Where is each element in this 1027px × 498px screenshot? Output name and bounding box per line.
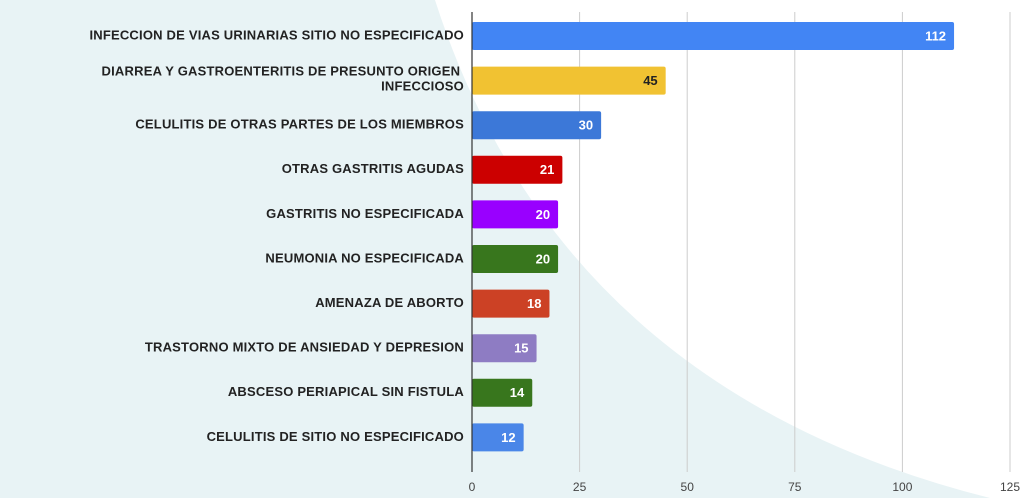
value-label: 30 — [579, 118, 593, 133]
bar — [472, 155, 563, 184]
category-label: OTRAS GASTRITIS AGUDAS — [282, 161, 464, 176]
bar — [472, 111, 602, 140]
bar — [472, 289, 550, 318]
category-label: CELULITIS DE OTRAS PARTES DE LOS MIEMBRO… — [135, 117, 464, 132]
value-label: 18 — [527, 296, 541, 311]
bar — [472, 66, 666, 95]
category-label: AMENAZA DE ABORTO — [315, 295, 464, 310]
category-label: GASTRITIS NO ESPECIFICADA — [266, 206, 464, 221]
category-label: INFECCION DE VIAS URINARIAS SITIO NO ESP… — [89, 27, 464, 42]
value-label: 21 — [540, 162, 554, 177]
x-tick-label: 0 — [469, 480, 476, 494]
category-label: NEUMONIA NO ESPECIFICADA — [265, 250, 464, 265]
category-label: DIARREA Y GASTROENTERITIS DE PRESUNTO OR… — [102, 64, 464, 94]
value-label: 112 — [925, 28, 946, 43]
value-label: 20 — [536, 251, 550, 266]
bar — [472, 378, 533, 407]
category-label: CELULITIS DE SITIO NO ESPECIFICADO — [207, 429, 464, 444]
value-label: 20 — [536, 207, 550, 222]
x-tick-label: 125 — [1000, 480, 1020, 494]
value-label: 45 — [643, 73, 657, 88]
value-label: 12 — [501, 430, 515, 445]
x-tick-label: 25 — [573, 480, 587, 494]
x-tick-label: 75 — [788, 480, 802, 494]
bar — [472, 423, 524, 452]
category-label: ABSCESO PERIAPICAL SIN FISTULA — [228, 384, 465, 399]
x-tick-label: 50 — [681, 480, 695, 494]
category-label-line: INFECCIOSO — [381, 79, 464, 94]
value-label: 14 — [510, 385, 525, 400]
x-tick-label: 100 — [892, 480, 912, 494]
category-label-line: DIARREA Y GASTROENTERITIS DE PRESUNTO OR… — [102, 64, 464, 79]
value-label: 15 — [514, 341, 528, 356]
bar — [472, 334, 537, 363]
category-label: TRASTORNO MIXTO DE ANSIEDAD Y DEPRESION — [145, 340, 464, 355]
bar — [472, 245, 559, 273]
bar — [472, 22, 955, 50]
bar — [472, 200, 559, 229]
